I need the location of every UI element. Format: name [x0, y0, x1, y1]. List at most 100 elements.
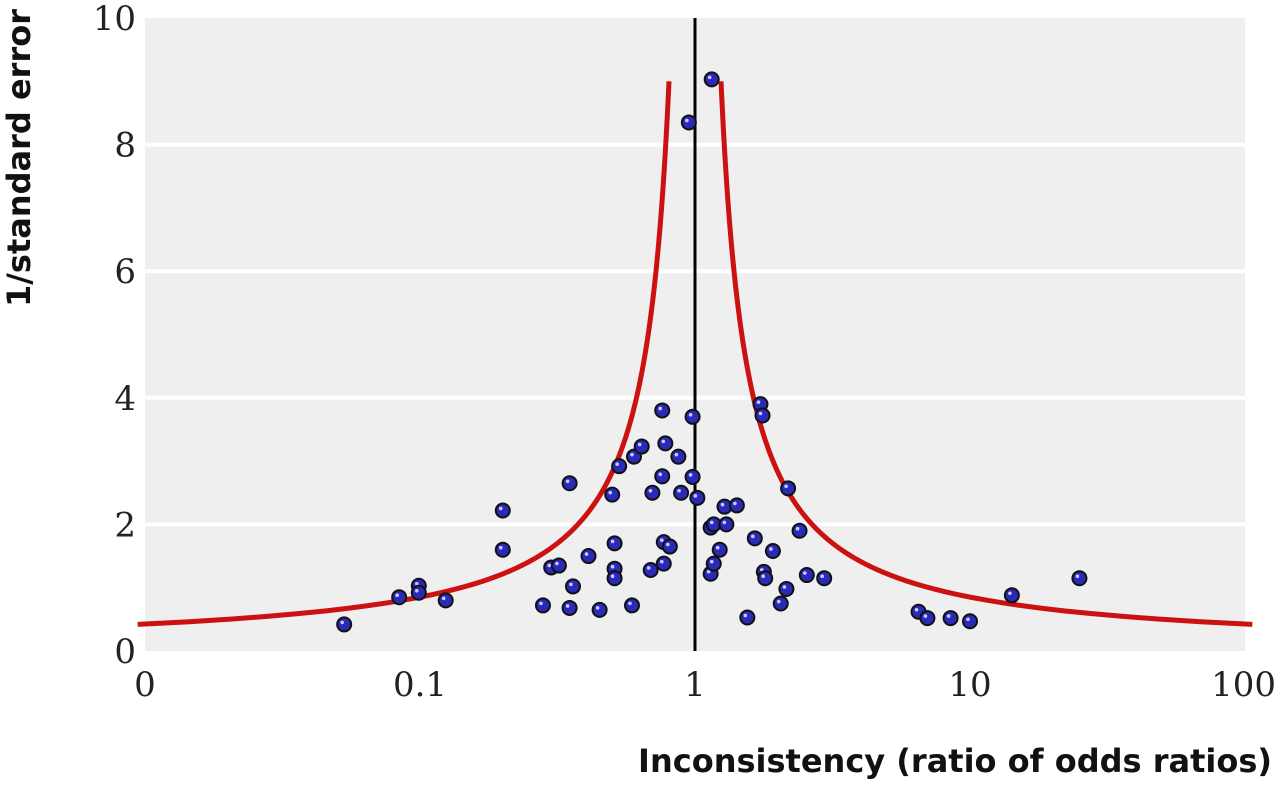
data-point-highlight — [340, 620, 344, 625]
data-point-highlight — [674, 452, 679, 457]
data-point-fill — [563, 601, 576, 614]
data-point-fill — [707, 518, 720, 531]
data-point-highlight — [1008, 591, 1012, 596]
data-point-highlight — [565, 604, 570, 608]
data-point — [657, 435, 674, 452]
x-tick-label: 0 — [134, 665, 156, 705]
data-point-highlight — [688, 412, 693, 417]
x-tick-label: 10 — [948, 665, 991, 705]
data-point-highlight — [966, 617, 970, 622]
data-point — [580, 548, 597, 565]
data-point — [680, 114, 697, 131]
data-point-fill — [964, 615, 976, 628]
data-point-highlight — [733, 501, 737, 506]
data-point — [673, 484, 690, 501]
data-point-highlight — [761, 574, 765, 579]
data-point-fill — [675, 486, 688, 499]
data-point — [494, 541, 511, 558]
y-tick-label: 0 — [114, 632, 136, 672]
data-point-fill — [793, 524, 806, 537]
data-point-highlight — [648, 488, 653, 493]
data-point-fill — [730, 499, 743, 512]
data-point-highlight — [539, 601, 543, 606]
data-point-highlight — [658, 406, 663, 411]
data-point-fill — [439, 594, 452, 607]
data-point — [591, 601, 608, 618]
data-point-highlight — [756, 400, 761, 404]
data-point-fill — [659, 437, 672, 450]
data-point-fill — [782, 482, 795, 495]
data-point — [1071, 570, 1088, 587]
data-point — [606, 535, 623, 552]
data-point-highlight — [659, 559, 664, 564]
data-point-fill — [566, 580, 579, 593]
data-point-fill — [635, 440, 648, 453]
data-point-fill — [606, 488, 619, 501]
data-point-fill — [713, 543, 726, 556]
y-tick-label: 6 — [114, 252, 136, 292]
x-tick-label: 0.1 — [393, 665, 447, 705]
data-point — [798, 567, 815, 584]
data-point-fill — [552, 559, 565, 572]
data-point-fill — [707, 557, 720, 570]
data-point — [816, 570, 833, 587]
data-point — [942, 610, 959, 627]
data-point-fill — [536, 599, 549, 612]
data-point-highlight — [722, 520, 727, 525]
data-point-highlight — [685, 118, 689, 123]
data-point-fill — [582, 550, 595, 563]
data-point-highlight — [784, 484, 788, 489]
data-point-highlight — [802, 571, 807, 575]
data-point — [689, 489, 706, 506]
data-point-fill — [756, 409, 769, 422]
x-tick-label: 100 — [1211, 665, 1276, 705]
data-point-highlight — [565, 479, 570, 484]
data-point — [655, 555, 672, 572]
data-point-highlight — [946, 614, 951, 618]
data-point-fill — [921, 612, 934, 625]
data-point-highlight — [658, 472, 663, 477]
data-point-fill — [682, 116, 695, 129]
data-point-fill — [691, 491, 704, 504]
data-point — [534, 597, 551, 614]
data-point-highlight — [914, 607, 919, 612]
data-point-highlight — [584, 552, 589, 556]
data-point-highlight — [688, 473, 693, 477]
data-point-fill — [774, 597, 787, 610]
data-point-highlight — [498, 545, 503, 550]
data-point — [791, 522, 808, 539]
data-point-highlight — [615, 462, 619, 466]
data-point-highlight — [661, 439, 666, 444]
data-point-highlight — [498, 506, 503, 511]
data-point — [772, 595, 789, 612]
data-point-fill — [608, 572, 621, 585]
data-point — [604, 486, 621, 503]
data-point-fill — [944, 612, 957, 625]
y-tick-label: 4 — [114, 379, 136, 419]
data-point-fill — [663, 540, 676, 553]
data-point-highlight — [706, 569, 711, 574]
data-point-fill — [741, 611, 754, 624]
data-point-highlight — [707, 75, 712, 80]
data-point — [654, 468, 671, 485]
data-point-fill — [625, 599, 638, 612]
data-point-fill — [338, 618, 351, 631]
y-tick-label: 8 — [114, 126, 136, 166]
data-point — [716, 498, 733, 515]
data-point-fill — [705, 73, 718, 86]
data-point-fill — [563, 477, 576, 490]
data-point — [705, 516, 722, 533]
data-point-highlight — [637, 442, 642, 447]
data-point — [711, 541, 728, 558]
x-tick-label: 1 — [684, 665, 706, 705]
data-point-highlight — [820, 574, 825, 579]
data-point-fill — [1073, 572, 1086, 585]
data-point-fill — [766, 544, 779, 557]
data-point-fill — [412, 586, 425, 599]
data-point — [644, 484, 661, 501]
data-point — [623, 597, 640, 614]
data-point — [550, 557, 567, 574]
data-point-fill — [686, 410, 699, 423]
data-points — [336, 71, 1088, 633]
data-point — [661, 538, 678, 555]
